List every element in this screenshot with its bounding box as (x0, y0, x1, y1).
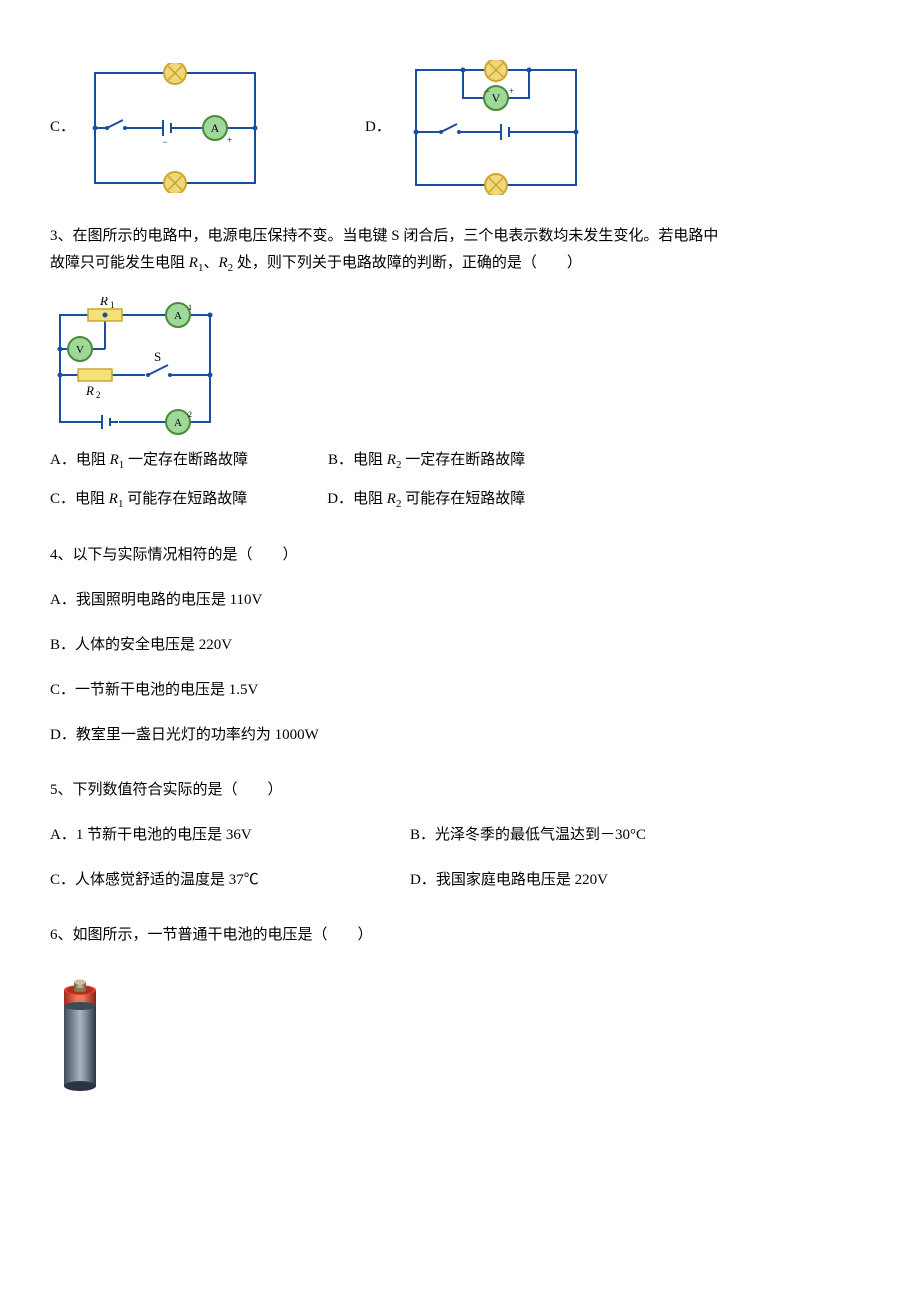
svg-text:A: A (211, 121, 220, 135)
option-c-label: C． (50, 114, 75, 141)
svg-text:+: + (227, 135, 232, 145)
question-6: 6、如图所示，一节普通干电池的电压是（ ） (50, 922, 870, 1094)
svg-text:+: + (509, 86, 514, 96)
q3-options-row1: A．电阻 R1 一定存在断路故障 B．电阻 R2 一定存在断路故障 (50, 447, 870, 476)
q5-text: 5、下列数值符合实际的是（ ） (50, 777, 870, 804)
question-3: 3、在图所示的电路中，电源电压保持不变。当电键 S 闭合后，三个电表示数均未发生… (50, 223, 870, 514)
svg-text:−: − (162, 137, 167, 147)
q5-options-row2: C．人体感觉舒适的温度是 37℃ D．我国家庭电路电压是 220V (50, 867, 870, 894)
q3-option-d: D．电阻 R2 可能存在短路故障 (327, 486, 525, 515)
q5-option-c: C．人体感觉舒适的温度是 37℃ (50, 867, 330, 894)
battery-image (50, 974, 110, 1094)
q6-text: 6、如图所示，一节普通干电池的电压是（ ） (50, 922, 870, 949)
q4-option-d: D．教室里一盏日光灯的功率约为 1000W (50, 722, 870, 749)
q3-text-line2: 故障只可能发生电阻 R1、R2 处，则下列关于电路故障的判断，正确的是（ ） (50, 250, 870, 279)
svg-text:V: V (492, 91, 501, 105)
q4-option-b: B．人体的安全电压是 220V (50, 632, 870, 659)
svg-text:V: V (76, 344, 84, 356)
circuit-c-diagram: − A + (85, 63, 265, 193)
q3-text-line1: 3、在图所示的电路中，电源电压保持不变。当电键 S 闭合后，三个电表示数均未发生… (50, 223, 870, 250)
q3-options-row2: C．电阻 R1 可能存在短路故障 D．电阻 R2 可能存在短路故障 (50, 486, 870, 515)
svg-text:R: R (99, 297, 108, 308)
option-d-label: D． (365, 114, 391, 141)
svg-text:S: S (154, 349, 161, 364)
svg-text:1: 1 (188, 303, 192, 312)
q5-option-d: D．我国家庭电路电压是 220V (410, 867, 608, 894)
q4-text: 4、以下与实际情况相符的是（ ） (50, 542, 870, 569)
q3-option-b: B．电阻 R2 一定存在断路故障 (328, 447, 525, 476)
q5-option-b: B．光泽冬季的最低气温达到－30°C (410, 822, 646, 849)
svg-text:2: 2 (96, 390, 101, 400)
svg-text:A: A (174, 310, 182, 322)
svg-text:1: 1 (110, 300, 115, 310)
top-circuit-row: C． − A + D． (50, 60, 870, 195)
svg-text:A: A (174, 417, 182, 429)
svg-text:2: 2 (188, 410, 192, 419)
circuit-d-diagram: V − + (401, 60, 591, 195)
q3-option-a: A．电阻 R1 一定存在断路故障 (50, 447, 248, 476)
svg-text:−: − (485, 86, 490, 96)
q3-option-c: C．电阻 R1 可能存在短路故障 (50, 486, 247, 515)
q5-options-row1: A．1 节新干电池的电压是 36V B．光泽冬季的最低气温达到－30°C (50, 822, 870, 849)
question-5: 5、下列数值符合实际的是（ ） A．1 节新干电池的电压是 36V B．光泽冬季… (50, 777, 870, 894)
question-4: 4、以下与实际情况相符的是（ ） A．我国照明电路的电压是 110V B．人体的… (50, 542, 870, 749)
q4-option-c: C．一节新干电池的电压是 1.5V (50, 677, 870, 704)
q5-option-a: A．1 节新干电池的电压是 36V (50, 822, 330, 849)
q4-option-a: A．我国照明电路的电压是 110V (50, 587, 870, 614)
svg-text:R: R (85, 383, 94, 398)
circuit-q3-diagram: R 1 A 1 V R 2 S A 2 (50, 297, 220, 437)
